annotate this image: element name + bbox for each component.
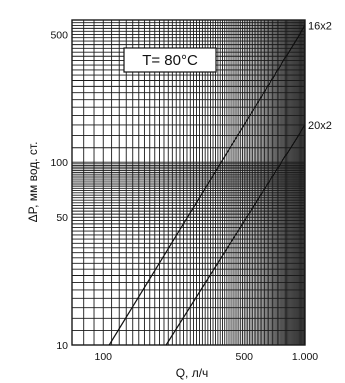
x-tick-label: 1.000 [292, 351, 318, 363]
plot-frame [71, 19, 306, 346]
temperature-box [123, 47, 217, 73]
series-line-16x2 [108, 25, 306, 346]
tick-labels: 100 500 1.000 10 50 100 500 [50, 29, 318, 363]
x-axis-label: Q, л/ч [176, 366, 209, 380]
series-label-20x2: 20x2 [308, 120, 332, 132]
temperature-annotation: T= 80°C [142, 52, 198, 69]
series-label-16x2: 16x2 [308, 20, 332, 32]
x-tick-label: 500 [236, 351, 254, 363]
series-line-20x2 [165, 124, 306, 346]
series-lines: 16x2 20x2 [108, 20, 332, 346]
y-tick-label: 100 [50, 157, 68, 169]
x-tick-label: 100 [94, 351, 112, 363]
y-tick-label: 500 [50, 29, 68, 41]
y-axis-label: ΔP, мм вод. ст. [26, 142, 40, 223]
y-tick-label: 10 [56, 340, 68, 352]
y-tick-label: 50 [56, 212, 68, 224]
grid [71, 19, 306, 346]
